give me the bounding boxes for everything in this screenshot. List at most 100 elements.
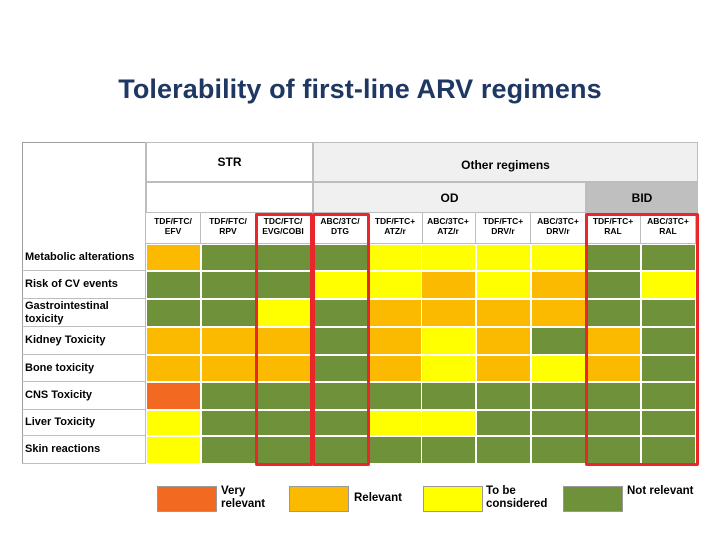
table-cell-relevant	[421, 271, 476, 299]
table-cell-to-be-considered	[146, 410, 201, 436]
table-cell-not-relevant	[146, 299, 201, 327]
column-header: ABC/3TC+ RAL	[641, 213, 696, 244]
table-cell-not-relevant	[201, 271, 256, 299]
table-cell-relevant	[476, 355, 531, 382]
column-header: TDF/FTC/ EFV	[146, 213, 201, 244]
header-str-label: STR	[217, 155, 242, 169]
table-cell-to-be-considered	[421, 244, 476, 271]
slide-title: Tolerability of first-line ARV regimens	[118, 74, 602, 104]
column-header: ABC/3TC+ ATZ/r	[421, 213, 476, 244]
table-cell-not-relevant	[146, 271, 201, 299]
table-cell-not-relevant	[586, 244, 641, 271]
table-cell-to-be-considered	[421, 327, 476, 355]
table-cell-not-relevant	[476, 436, 531, 464]
table-cell-to-be-considered	[421, 410, 476, 436]
highlight-box-dtg	[312, 213, 370, 466]
table-cell-not-relevant	[201, 244, 256, 271]
table-cell-very-relevant	[146, 382, 201, 410]
table-cell-not-relevant	[641, 410, 696, 436]
table-cell-relevant	[476, 327, 531, 355]
column-header: ABC/3TC+ DRV/r	[531, 213, 586, 244]
table-cell-relevant	[146, 244, 201, 271]
table-cell-not-relevant	[531, 410, 586, 436]
legend-swatch-relevant	[289, 486, 349, 512]
table-cell-not-relevant	[313, 410, 368, 436]
table-cell-to-be-considered	[146, 436, 201, 464]
legend-label: Not relevant	[627, 485, 694, 497]
table-cell-relevant	[368, 299, 423, 327]
header-od-label: OD	[440, 190, 459, 205]
table-cell-to-be-considered	[368, 271, 423, 299]
header-bid: BID	[586, 182, 698, 213]
column-header: TDF/FTC+ ATZ/r	[368, 213, 423, 244]
table-cell-to-be-considered	[476, 244, 531, 271]
table-cell-to-be-considered	[531, 244, 586, 271]
row-label: Gastrointestinal toxicity	[22, 299, 146, 327]
table-cell-relevant	[201, 355, 256, 382]
table-cell-not-relevant	[531, 327, 586, 355]
table-cell-relevant	[256, 355, 311, 382]
table-cell-to-be-considered	[368, 244, 423, 271]
table-cell-not-relevant	[641, 244, 696, 271]
highlight-box-evg-cobi	[255, 213, 313, 466]
row-label: Skin reactions	[22, 436, 146, 464]
table-cell-relevant	[531, 299, 586, 327]
table-cell-relevant	[146, 355, 201, 382]
highlight-box-ral	[585, 213, 699, 466]
table-cell-not-relevant	[641, 355, 696, 382]
table-cell-relevant	[256, 327, 311, 355]
table-cell-not-relevant	[421, 436, 476, 464]
header-str: STR	[146, 142, 313, 182]
header-str-blank	[146, 182, 313, 213]
table-cell-to-be-considered	[476, 271, 531, 299]
table-cell-to-be-considered	[368, 410, 423, 436]
table-cell-relevant	[146, 327, 201, 355]
table-cell-not-relevant	[531, 382, 586, 410]
table-cell-not-relevant	[476, 382, 531, 410]
table-cell-not-relevant	[313, 355, 368, 382]
row-label: Risk of CV events	[22, 271, 146, 299]
table-cell-relevant	[368, 327, 423, 355]
table-cell-not-relevant	[641, 299, 696, 327]
column-header: TDF/FTC+ RAL	[586, 213, 641, 244]
table-cell-not-relevant	[586, 271, 641, 299]
table-cell-not-relevant	[368, 436, 423, 464]
table-cell-not-relevant	[368, 382, 423, 410]
table-cell-not-relevant	[531, 436, 586, 464]
table-cell-not-relevant	[201, 436, 256, 464]
table-cell-relevant	[201, 327, 256, 355]
table-cell-relevant	[421, 299, 476, 327]
table-cell-relevant	[368, 355, 423, 382]
legend-label: Very relevant	[221, 485, 266, 510]
table-cell-not-relevant	[256, 271, 311, 299]
table-cell-not-relevant	[641, 382, 696, 410]
legend-label: Relevant	[354, 492, 402, 504]
row-label-header-blank	[22, 142, 146, 244]
row-label: CNS Toxicity	[22, 382, 146, 410]
table-cell-to-be-considered	[531, 355, 586, 382]
table-cell-to-be-considered	[421, 355, 476, 382]
header-bid-label: BID	[631, 190, 653, 205]
table-cell-not-relevant	[421, 382, 476, 410]
table-cell-not-relevant	[313, 382, 368, 410]
table-cell-relevant	[531, 271, 586, 299]
row-label: Liver Toxicity	[22, 410, 146, 436]
legend-swatch-to-be-considered	[423, 486, 483, 512]
table-cell-to-be-considered	[641, 271, 696, 299]
table-cell-relevant	[476, 299, 531, 327]
row-label: Bone toxicity	[22, 355, 146, 382]
legend-swatch-very-relevant	[157, 486, 217, 512]
table-cell-not-relevant	[256, 244, 311, 271]
row-label: Kidney Toxicity	[22, 327, 146, 355]
header-od: OD	[313, 182, 586, 213]
table-cell-not-relevant	[476, 410, 531, 436]
legend-label: To be considered	[486, 485, 548, 510]
header-other-regimens: Other regimens	[313, 142, 698, 182]
table-cell-not-relevant	[641, 327, 696, 355]
header-other-regimens-label: Other regimens	[461, 158, 550, 172]
column-header: TDF/FTC/ RPV	[201, 213, 256, 244]
table-cell-not-relevant	[586, 410, 641, 436]
table-cell-to-be-considered	[313, 271, 368, 299]
legend-swatch-not-relevant	[563, 486, 623, 512]
table-cell-not-relevant	[256, 382, 311, 410]
